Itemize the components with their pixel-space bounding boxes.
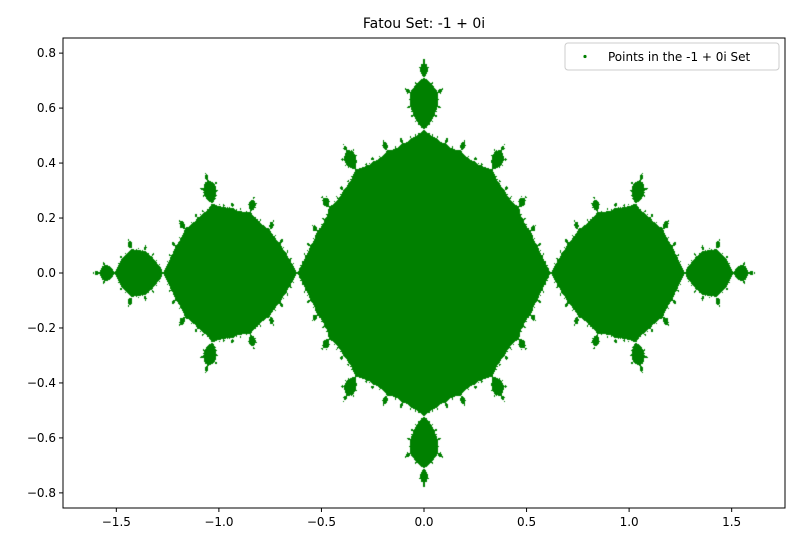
y-axis: −0.8 −0.6 −0.4 −0.2 0.0 0.2 0.4 0.6 0.8 [27, 46, 63, 500]
x-axis: −1.5 −1.0 −0.5 0.0 0.5 1.0 1.5 [102, 508, 741, 529]
y-tick-label: −0.2 [27, 321, 56, 335]
y-tick-label: 0.0 [37, 266, 56, 280]
x-tick-label: 1.0 [620, 515, 639, 529]
legend-label: Points in the -1 + 0i Set [608, 50, 751, 64]
x-tick-label: −0.5 [307, 515, 336, 529]
x-tick-label: 0.0 [414, 515, 433, 529]
legend: Points in the -1 + 0i Set [564, 42, 780, 71]
y-tick-label: −0.6 [27, 431, 56, 445]
y-tick-label: 0.6 [37, 101, 56, 115]
x-tick-label: −1.0 [204, 515, 233, 529]
y-tick-label: −0.8 [27, 486, 56, 500]
y-tick-label: 0.4 [37, 156, 56, 170]
fatou-set-points [63, 38, 785, 508]
x-tick-label: 0.5 [517, 515, 536, 529]
legend-box [564, 42, 780, 71]
y-tick-label: 0.8 [37, 46, 56, 60]
y-tick-label: 0.2 [37, 211, 56, 225]
x-tick-label: −1.5 [102, 515, 131, 529]
y-tick-label: −0.4 [27, 376, 56, 390]
x-tick-label: 1.5 [722, 515, 741, 529]
legend-marker [583, 54, 587, 59]
chart-title: Fatou Set: -1 + 0i [363, 16, 485, 32]
